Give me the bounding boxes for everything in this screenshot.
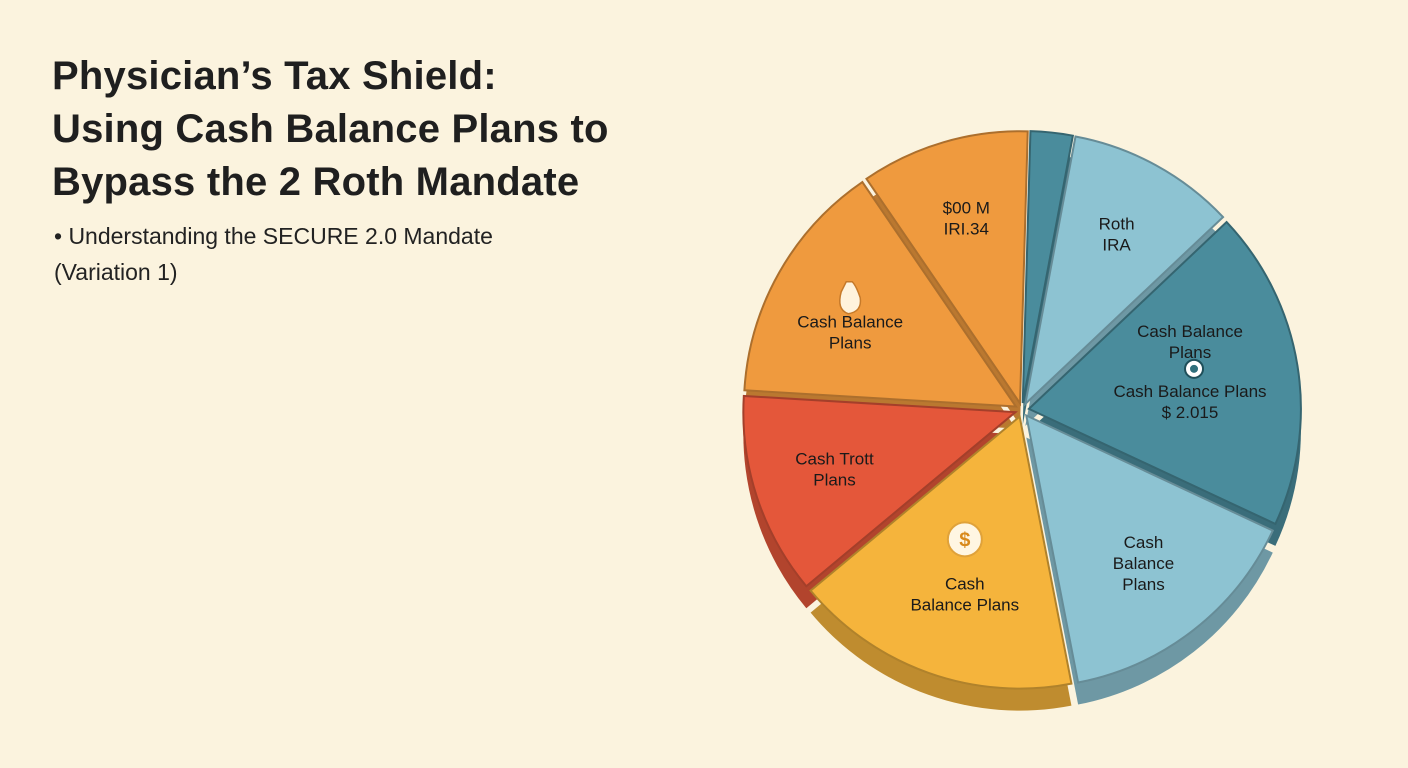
pie-slices-layer [742,130,1302,690]
pie-slice-6 [809,414,1073,690]
slice-label-8-line-2: Plans [829,334,872,353]
slice-label-4-line-2: Plans [1169,343,1212,362]
piggy-bank-icon [1184,358,1205,379]
slice-label-1-line-2: IRI.34 [944,220,989,239]
slice-label-5-line-1: Cash [1124,533,1164,552]
page-title: Physician’s Tax Shield: Using Cash Balan… [52,50,692,209]
pie-slice-2 [1021,130,1075,404]
slice-label-7-line-1: Cash Trott [795,450,874,469]
svg-text:$: $ [959,529,970,551]
pie-slice-1 [865,130,1029,407]
slice-label-4-line-1: Cash Balance [1137,322,1243,341]
slice-label-7-line-2: Plans [813,471,856,490]
slice-label-3-line-2: IRA [1102,236,1131,255]
subtitle: • Understanding the SECURE 2.0 Mandate (… [54,218,674,290]
title-line-1: Physician’s Tax Shield: [52,54,497,98]
slice-label-4-line-3: Cash Balance Plans [1113,382,1266,401]
pie-slice-7 [742,394,1018,588]
pie-slice-3 [1023,135,1225,407]
slice-label-1-line-1: $00 M [943,199,990,218]
pie-slice-4 [1027,220,1302,526]
slice-label-5-line-3: Plans [1122,575,1165,594]
pie-slice-5 [1024,413,1275,684]
slice-label-8-line-1: Cash Balance [797,313,903,332]
slice-label-6-line-2: Balance Plans [910,595,1019,614]
subtitle-line-1: • Understanding the SECURE 2.0 Mandate [54,223,493,249]
title-line-3: Bypass the 2 Roth Mandate [52,160,580,204]
pie-slice-8 [743,180,1018,408]
slice-label-4-line-4: $ 2.015 [1162,403,1219,422]
slice-label-6-line-1: Cash [945,574,985,593]
dollar-coin-icon: $ [946,521,983,558]
title-line-2: Using Cash Balance Plans to [52,107,609,151]
slice-label-5-line-2: Balance [1113,554,1174,573]
money-bag-icon [839,280,862,315]
pie-labels-layer: $00 M IRI.34 Roth IRA Cash Balance Plans Cash … [795,199,1266,615]
slice-label-3-line-1: Roth [1099,215,1135,234]
subtitle-line-2: (Variation 1) [54,259,178,285]
